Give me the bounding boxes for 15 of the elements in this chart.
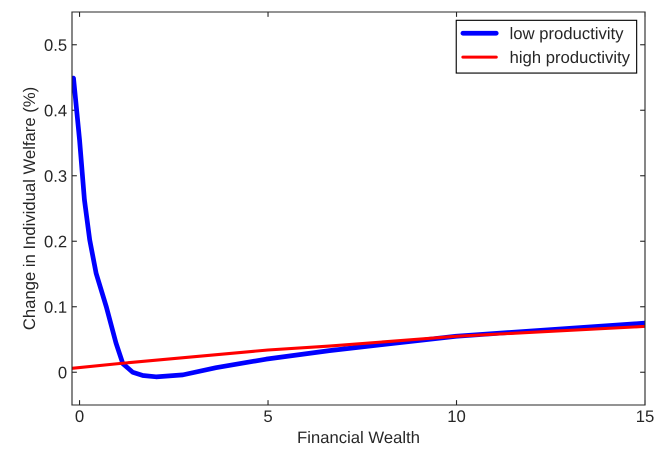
x-tick-label: 5 — [264, 410, 272, 422]
legend-label: low productivity — [510, 27, 624, 43]
y-tick-label: 0.3 — [44, 170, 66, 182]
y-tick-label: 0.1 — [44, 301, 66, 313]
line-series — [72, 324, 645, 370]
legend-label: high productivity — [510, 50, 630, 66]
y-tick-label: 0.4 — [44, 104, 67, 116]
x-tick-label: 15 — [637, 410, 654, 422]
x-axis-title: Financial Wealth — [298, 430, 419, 444]
x-tick-label: 0 — [76, 410, 84, 422]
y-tick-label: 0.5 — [44, 39, 66, 51]
y-tick-label: 0.2 — [44, 236, 66, 248]
y-tick-label: 0 — [58, 366, 66, 378]
x-tick-label: 10 — [448, 410, 466, 422]
y-axis-title: Change in Individual Welfare (%) — [22, 88, 38, 330]
